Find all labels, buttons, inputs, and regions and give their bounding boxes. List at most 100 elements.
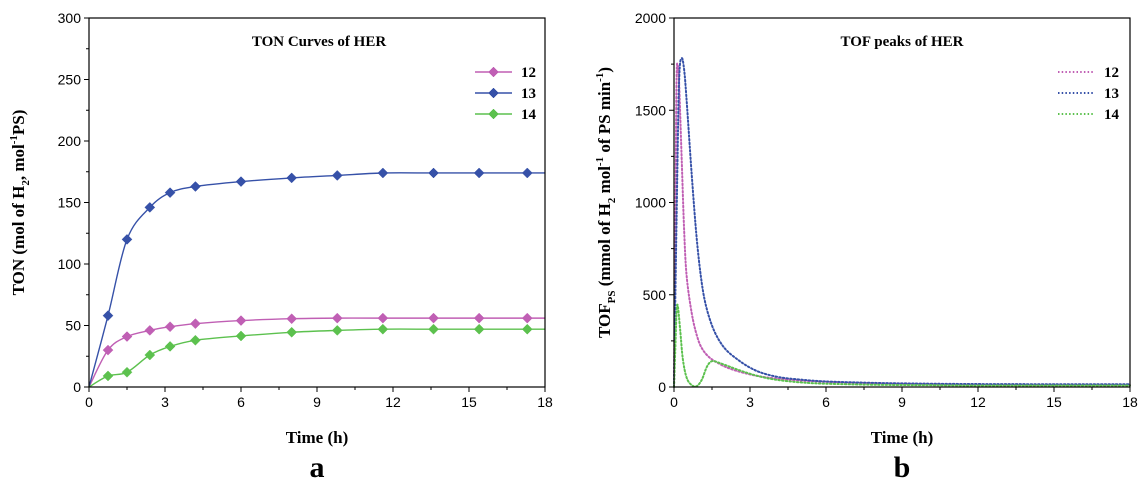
legend-label-14: 14 — [521, 107, 537, 123]
series-marker-14 — [521, 323, 533, 335]
series-marker-12 — [377, 312, 389, 324]
series-marker-14 — [235, 330, 247, 342]
series-marker-12 — [144, 325, 156, 336]
y-axis-title-part: (mmol of H — [595, 203, 614, 290]
y-axis-title-part: -1 — [594, 157, 606, 166]
y-axis-title-part: TOF — [595, 303, 614, 338]
y-tick-label: 500 — [643, 287, 667, 303]
x-tick-label: 9 — [898, 394, 906, 410]
series-marker-13 — [102, 310, 114, 322]
series-marker-14 — [102, 370, 114, 382]
legend-marker-12 — [488, 66, 499, 78]
y-axis-title-part: 2 — [606, 197, 618, 203]
panel-a-axes: 0 3 6 9 12 15 18 0 50 100 150 200 250 300 — [58, 10, 553, 410]
panel-b-x-axis-title: Time (h) — [871, 428, 934, 447]
y-axis-title-part: , mol — [9, 144, 28, 180]
plot-frame — [673, 17, 1131, 388]
panel-a-x-axis-title: Time (h) — [286, 428, 349, 447]
series-marker-12 — [473, 312, 485, 324]
series-line-13 — [673, 57, 1131, 388]
y-axis-title-part: -1 — [594, 73, 606, 82]
series-marker-13 — [190, 181, 201, 192]
y-tick-label: 100 — [58, 256, 82, 272]
legend-label-13: 13 — [1104, 86, 1119, 102]
y-tick-label: 50 — [65, 318, 81, 334]
series-marker-12 — [428, 312, 439, 324]
y-tick-label: 0 — [658, 379, 666, 395]
legend-label-14: 14 — [1104, 107, 1120, 123]
x-tick-label: 18 — [537, 394, 553, 410]
series-marker-13 — [164, 187, 176, 199]
x-tick-label: 3 — [746, 394, 754, 410]
series-marker-12 — [331, 312, 343, 324]
series-marker-14 — [144, 349, 156, 361]
series-marker-14 — [164, 341, 176, 352]
series-marker-12 — [521, 312, 533, 324]
legend-marker-13 — [488, 87, 499, 99]
y-tick-label: 250 — [58, 72, 82, 88]
series-marker-12 — [164, 321, 176, 333]
legend-marker-14 — [488, 108, 499, 120]
y-axis-title-part: -1 — [8, 135, 20, 144]
series-marker-14 — [286, 326, 298, 338]
legend-label-12: 12 — [521, 65, 536, 81]
panel-b-letter: b — [894, 451, 911, 479]
legend-label-12: 12 — [1104, 65, 1119, 81]
x-tick-label: 18 — [1122, 394, 1138, 410]
x-tick-label: 15 — [1046, 394, 1062, 410]
series-marker-13 — [286, 172, 298, 184]
series-marker-14 — [473, 323, 485, 335]
series-marker-13 — [428, 167, 439, 179]
x-tick-label: 0 — [670, 394, 678, 410]
panel-a-y-axis-title: TON (mol of H2, mol-1PS) — [8, 110, 32, 296]
panel-b-legend: 12 13 14 — [1058, 65, 1120, 123]
series-marker-13 — [144, 202, 156, 213]
panel-b-y-axis-title: TOFPS (mmol of H2 mol-1 of PS min-1) — [594, 67, 618, 338]
y-tick-label: 150 — [58, 195, 82, 211]
y-axis-title-part: 2 — [20, 180, 32, 186]
x-tick-label: 12 — [385, 394, 401, 410]
series-marker-14 — [190, 334, 201, 346]
x-tick-label: 15 — [461, 394, 477, 410]
y-tick-label: 200 — [58, 133, 82, 149]
series-marker-13 — [521, 167, 533, 179]
series-marker-12 — [190, 318, 201, 330]
series-marker-13 — [473, 167, 485, 179]
series-marker-12 — [286, 313, 298, 325]
y-tick-label: 0 — [73, 379, 81, 395]
panel-a-chart-title: TON Curves of HER — [252, 34, 386, 50]
y-tick-label: 1000 — [635, 195, 666, 211]
series-marker-12 — [102, 344, 114, 356]
y-axis-title-part: ) — [595, 67, 614, 73]
x-tick-label: 12 — [970, 394, 986, 410]
series-line-13 — [88, 172, 545, 388]
y-tick-label: 1500 — [635, 102, 666, 118]
panel-b-chart-title: TOF peaks of HER — [841, 34, 964, 50]
y-tick-label: 2000 — [635, 10, 666, 26]
panel-a-letter: a — [310, 451, 325, 479]
x-tick-label: 0 — [85, 394, 93, 410]
series-marker-13 — [121, 234, 133, 245]
series-marker-14 — [121, 366, 133, 378]
series-marker-14 — [331, 325, 343, 336]
y-axis-title-part: PS — [606, 291, 618, 304]
series-marker-13 — [377, 167, 389, 179]
panel-a-series-group — [88, 167, 545, 388]
x-tick-label: 6 — [822, 394, 830, 410]
series-marker-14 — [377, 323, 389, 335]
x-tick-label: 3 — [161, 394, 169, 410]
series-marker-12 — [235, 315, 247, 326]
y-tick-label: 300 — [58, 10, 82, 26]
panel-b-series-group — [673, 57, 1131, 388]
series-marker-13 — [331, 170, 343, 181]
panel-b-axes: 0 3 6 9 12 15 18 0 500 1000 1500 2000 — [635, 10, 1138, 410]
y-axis-title-part: mol — [595, 166, 614, 198]
y-axis-title-part: of PS min — [595, 81, 614, 157]
x-tick-label: 9 — [313, 394, 321, 410]
series-marker-13 — [235, 176, 247, 187]
series-line-14 — [673, 303, 1131, 388]
x-tick-label: 6 — [237, 394, 245, 410]
panel-a-ton-chart: 0 3 6 9 12 15 18 0 50 100 150 200 250 300 TON Curves … — [8, 10, 553, 479]
series-marker-14 — [428, 323, 439, 335]
